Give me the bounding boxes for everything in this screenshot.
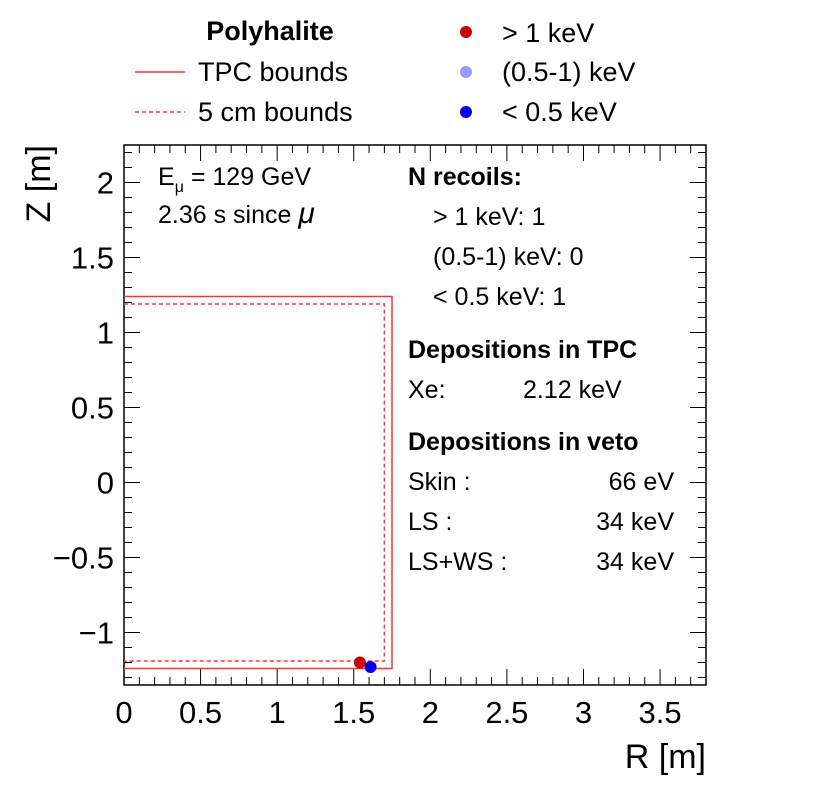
recoils-heading: N recoils: bbox=[408, 163, 522, 191]
tpc-heading: Depositions in TPC bbox=[408, 336, 637, 364]
time-since-symbol: μ bbox=[297, 197, 314, 230]
x-tick-label: 1.5 bbox=[332, 695, 375, 730]
recoil-point bbox=[364, 661, 377, 673]
detector-bounds bbox=[124, 295, 393, 670]
axis-ticks bbox=[123, 145, 707, 685]
bounds-tpc bbox=[124, 295, 393, 670]
y-tick-label: 2 bbox=[97, 166, 114, 201]
time-since-muon: 2.36 s since μ bbox=[158, 197, 315, 230]
legend-marker-lt05kev bbox=[460, 106, 472, 118]
legend-marker-gt1kev bbox=[460, 26, 472, 38]
legend-label-5cm-bounds: 5 cm bounds bbox=[198, 97, 353, 127]
recoils-row: < 0.5 keV: 1 bbox=[433, 283, 566, 311]
time-since-prefix: 2.36 s since bbox=[158, 201, 298, 229]
annotation-muon: Eμ = 129 GeV 2.36 s since μ bbox=[158, 163, 315, 230]
veto-row-name: LS : bbox=[408, 508, 452, 536]
annotation-stats: N recoils: > 1 keV: 1 (0.5-1) keV: 0 < 0… bbox=[408, 163, 674, 576]
y-axis-label: Z [m] bbox=[20, 145, 58, 222]
legend-title: Polyhalite bbox=[206, 16, 334, 46]
legend-label-mid-kev: (0.5-1) keV bbox=[502, 57, 636, 87]
tpc-row-value: 2.12 keV bbox=[523, 376, 622, 404]
x-tick-label: 2 bbox=[422, 695, 439, 730]
legend-marker-mid-kev bbox=[460, 66, 472, 78]
muon-energy-value: = 129 GeV bbox=[184, 163, 311, 191]
veto-row-value: 34 keV bbox=[596, 508, 674, 536]
recoil-points bbox=[353, 656, 377, 673]
y-tick-label: 0 bbox=[97, 466, 114, 501]
tpc-row-name: Xe: bbox=[408, 376, 446, 404]
x-tick-label: 2.5 bbox=[485, 695, 528, 730]
muon-energy: Eμ = 129 GeV bbox=[158, 163, 311, 196]
veto-row-value: 34 keV bbox=[596, 548, 674, 576]
x-tick-label: 0 bbox=[115, 695, 132, 730]
y-tick-label: −0.5 bbox=[53, 541, 114, 576]
veto-row-value: 66 eV bbox=[609, 468, 675, 496]
legend-label-lt05kev: < 0.5 keV bbox=[502, 97, 617, 127]
y-tick-label: 0.5 bbox=[71, 391, 114, 426]
axis-tick-labels: 0 0.5 1 1.5 2 2.5 3 3.5 −1 −0.5 0 0.5 1 1.5 2 bbox=[53, 166, 682, 731]
x-tick-label: 0.5 bbox=[179, 695, 222, 730]
recoils-row: (0.5-1) keV: 0 bbox=[433, 243, 584, 271]
muon-energy-sub: μ bbox=[175, 179, 184, 196]
muon-energy-prefix: E bbox=[158, 163, 175, 191]
bounds-5cm bbox=[124, 303, 386, 662]
y-tick-label: −1 bbox=[79, 616, 114, 651]
x-axis-label: R [m] bbox=[625, 738, 706, 776]
x-tick-label: 3.5 bbox=[638, 695, 681, 730]
x-tick-label: 1 bbox=[269, 695, 286, 730]
veto-heading: Depositions in veto bbox=[408, 428, 639, 456]
recoils-row: > 1 keV: 1 bbox=[433, 203, 545, 231]
legend-label-gt1kev: > 1 keV bbox=[502, 18, 594, 48]
recoil-point bbox=[353, 656, 366, 669]
y-tick-label: 1 bbox=[97, 316, 114, 351]
y-tick-label: 1.5 bbox=[71, 241, 114, 276]
legend-label-tpc-bounds: TPC bounds bbox=[198, 57, 348, 87]
veto-row-name: LS+WS : bbox=[408, 548, 507, 576]
x-tick-label: 3 bbox=[575, 695, 592, 730]
veto-row-name: Skin : bbox=[408, 468, 471, 496]
legend: Polyhalite TPC bounds 5 cm bounds > 1 ke… bbox=[135, 16, 636, 127]
